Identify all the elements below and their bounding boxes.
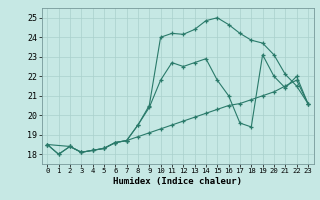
X-axis label: Humidex (Indice chaleur): Humidex (Indice chaleur) [113,177,242,186]
